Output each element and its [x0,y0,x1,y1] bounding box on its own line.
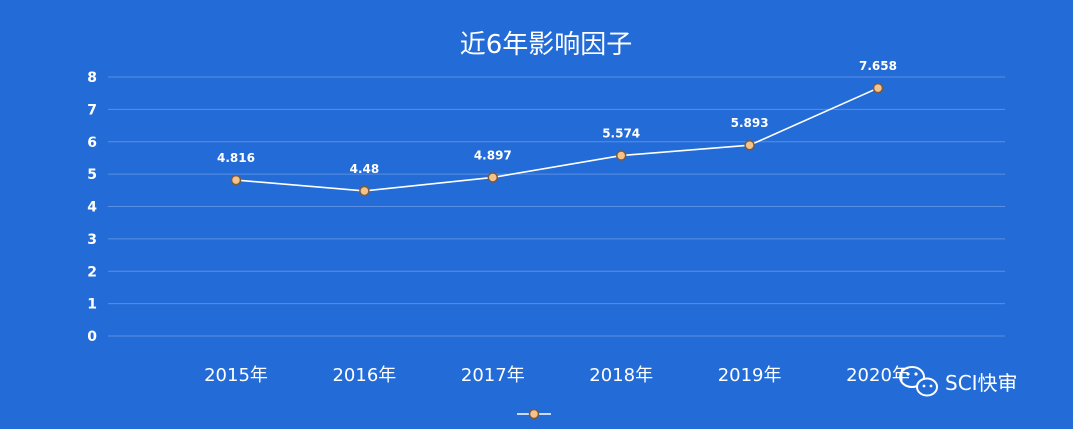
wechat-icon [899,366,938,397]
data-point[interactable] [230,174,242,186]
y-tick-label: 1 [87,297,97,313]
data-point[interactable] [615,150,627,161]
data-label: 5.893 [731,116,769,130]
data-label: 5.574 [602,127,640,141]
watermark: SCI快审 [899,366,1018,397]
data-point[interactable] [872,82,884,94]
data-point[interactable] [487,172,499,183]
y-axis-ticks: 0 1 2 3 4 5 6 7 8 [87,70,97,345]
data-label: 4.897 [474,148,512,162]
series-layer [230,82,884,197]
legend-marker-swatch [528,408,540,420]
y-tick-label: 5 [87,167,97,183]
y-tick-label: 6 [87,135,97,151]
y-tick-label: 3 [87,232,97,248]
data-point[interactable] [744,139,755,151]
x-axis-ticks: 2015年 2016年 2017年 2018年 2019年 2020年 [204,365,910,386]
x-tick-label: 2017年 [461,365,525,386]
y-tick-label: 4 [87,200,97,216]
y-tick-label: 2 [87,264,97,280]
x-tick-label: 2020年 [846,365,910,386]
y-tick-label: 0 [87,329,97,345]
data-labels: 4.816 4.48 4.897 5.574 5.893 7.658 [217,59,897,176]
data-label: 4.816 [217,151,255,165]
x-tick-label: 2019年 [718,365,782,386]
legend[interactable] [517,408,551,420]
chart-title: 近6年影响因子 [460,30,633,60]
x-tick-label: 2018年 [589,365,653,386]
watermark-text: SCI快审 [945,371,1018,395]
data-label: 7.658 [859,59,897,73]
series-line [235,87,879,192]
x-tick-label: 2016年 [332,365,396,386]
x-tick-label: 2015年 [204,365,268,386]
data-point[interactable] [359,185,370,197]
y-tick-label: 8 [87,70,97,86]
y-tick-label: 7 [87,102,97,118]
data-label: 4.48 [350,162,380,176]
grid-lines [108,76,1005,337]
